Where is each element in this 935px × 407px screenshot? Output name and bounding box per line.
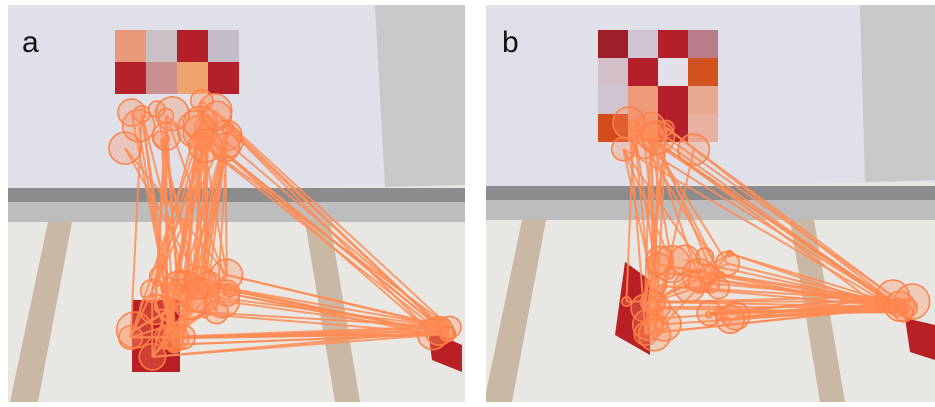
ledge [8, 188, 465, 202]
fixation [187, 278, 208, 299]
panel-a [8, 5, 465, 402]
checker-cell [115, 30, 146, 62]
fixation [716, 305, 744, 333]
ledge [486, 186, 935, 200]
fixation [902, 308, 909, 315]
panel-label: a [22, 26, 39, 59]
fixation [139, 344, 165, 370]
checker-cell [688, 58, 718, 86]
fixation [706, 312, 712, 318]
fixation [441, 327, 455, 341]
fixation [150, 267, 168, 285]
checker-cell [208, 30, 239, 62]
checker-cell [208, 62, 239, 94]
ledge [486, 200, 935, 220]
fixation [205, 300, 228, 323]
fixation [155, 97, 189, 131]
fixation [889, 299, 898, 308]
fixation [622, 297, 631, 306]
checker-cell [146, 62, 177, 94]
fixation [223, 284, 236, 297]
fixation [641, 121, 674, 154]
panel-label: b [502, 26, 519, 59]
fixation [612, 137, 635, 160]
fixation [648, 138, 654, 144]
panel-b [484, 5, 935, 402]
fixation [166, 281, 184, 299]
checker-cell [688, 30, 718, 58]
wall-shade [860, 5, 935, 182]
fixation [631, 294, 658, 321]
fixation [189, 129, 222, 162]
wall-shade [375, 5, 465, 187]
fixation [222, 123, 233, 134]
checker-cell [658, 86, 688, 114]
fixation [699, 265, 717, 283]
checker-cell [628, 58, 658, 86]
checker-cell [688, 86, 718, 114]
checkerboard [115, 30, 239, 94]
fixation [727, 250, 733, 256]
fixation [664, 268, 675, 279]
checker-cell [658, 58, 688, 86]
checker-cell [598, 58, 628, 86]
fixation [613, 107, 645, 139]
checker-cell [115, 62, 146, 94]
checker-cell [658, 30, 688, 58]
ledge [8, 202, 465, 222]
fixation [171, 325, 195, 349]
figure: a b [0, 0, 935, 407]
fixation [117, 312, 153, 348]
fixation [678, 134, 709, 165]
fixation [696, 248, 714, 266]
fixation [874, 302, 883, 311]
checker-cell [177, 30, 208, 62]
fixation [118, 99, 145, 126]
checker-cell [146, 30, 177, 62]
checker-cell [628, 30, 658, 58]
checker-cell [598, 30, 628, 58]
